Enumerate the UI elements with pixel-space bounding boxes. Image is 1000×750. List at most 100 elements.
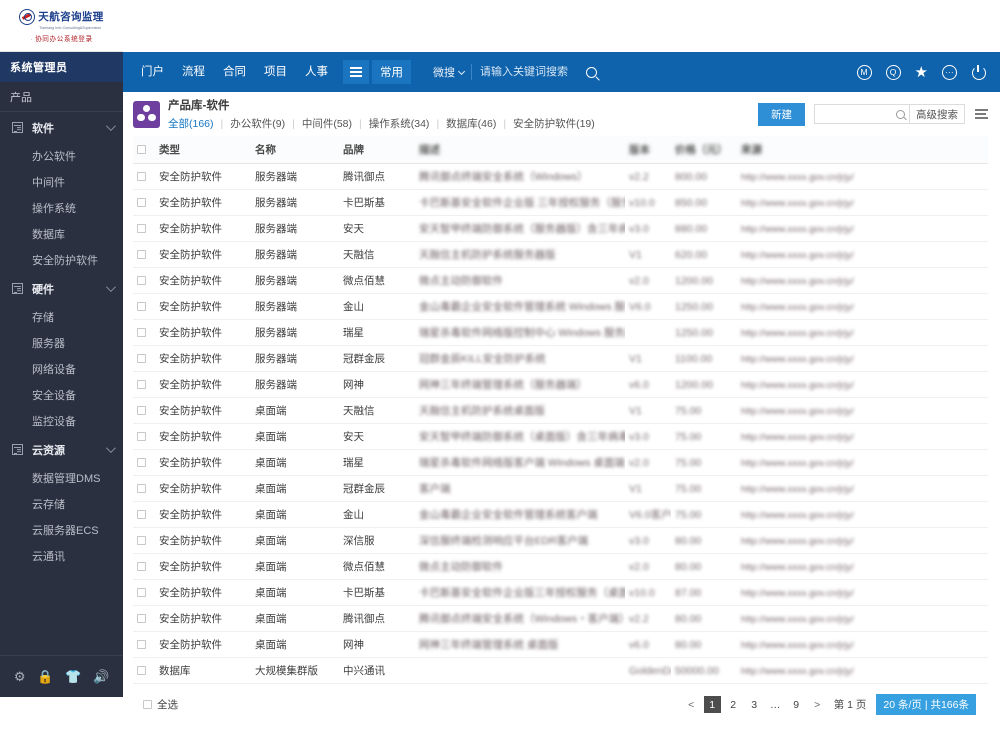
table-row[interactable]: 安全防护软件 桌面端 微点佰慧 微点主动防御软件 v2.0 80.00 http://www…	[133, 553, 988, 580]
sidebar-item-security-device[interactable]: 安全设备	[32, 390, 76, 402]
table-row[interactable]: 安全防护软件 桌面端 网神 网神三年终端管理系统 桌面版 v6.0 80.00 http:/…	[133, 631, 988, 658]
cell-source[interactable]: http://www.xxxx.gov.cn/jrjy/	[737, 189, 988, 216]
select-all-control[interactable]: 全选	[143, 697, 178, 712]
table-row[interactable]: 安全防护软件 桌面端 冠群金辰 客户端 V1 75.00 http://www.xxxx.g…	[133, 475, 988, 502]
checkbox-icon[interactable]	[137, 406, 146, 416]
checkbox-icon[interactable]	[137, 536, 146, 546]
row-checkbox-cell[interactable]	[133, 501, 155, 528]
nav-item-portal[interactable]: 门户	[141, 66, 164, 78]
table-row[interactable]: 安全防护软件 桌面端 腾讯御点 腾讯御点终端安全系统（Windows・客户端） v2.2…	[133, 605, 988, 632]
sidebar-item-middleware[interactable]: 中间件	[32, 177, 65, 189]
more-icon[interactable]: ···	[942, 64, 957, 80]
cell-source[interactable]: http://www.xxxx.gov.cn/jrjy/	[737, 527, 988, 554]
cell-source[interactable]: http://www.xxxx.gov.cn/jrjy/	[737, 267, 988, 294]
tab-security-software[interactable]: 安全防护软件(19)	[513, 116, 595, 131]
pagination-page-3[interactable]: 3	[751, 698, 758, 711]
header-select-all[interactable]	[133, 136, 155, 164]
row-checkbox-cell[interactable]	[133, 189, 155, 216]
gear-icon[interactable]: ⚙	[13, 669, 26, 684]
favorites-button[interactable]: 常用	[372, 60, 411, 84]
table-row[interactable]: 安全防护软件 桌面端 深信服 深信服终端检测响应平台EDR客户端 v3.0 80.00 ht…	[133, 527, 988, 554]
table-row[interactable]: 安全防护软件 服务器端 瑞星 瑞星杀毒软件网络版控制中心 Windows 服务器端 12…	[133, 319, 988, 346]
pagination-page-9[interactable]: 9	[793, 698, 800, 711]
checkbox-icon[interactable]	[137, 302, 146, 312]
lock-icon[interactable]: 🔒	[37, 669, 54, 684]
row-checkbox-cell[interactable]	[133, 215, 155, 242]
hamburger-icon[interactable]	[343, 60, 369, 84]
cell-source[interactable]: http://www.xxxx.gov.cn/jrjy/	[737, 631, 988, 658]
table-row[interactable]: 安全防护软件 服务器端 冠群金辰 冠群金辰KILL安全防护系统 V1 1100.00 htt…	[133, 345, 988, 372]
pagination-page-1[interactable]: 1	[703, 696, 721, 713]
sidebar-item-cloud-storage[interactable]: 云存储	[32, 499, 65, 511]
sidebar-item-monitor-device[interactable]: 监控设备	[32, 416, 76, 428]
checkbox-icon[interactable]	[137, 328, 146, 338]
row-checkbox-cell[interactable]	[133, 605, 155, 632]
star-icon[interactable]: ★	[914, 63, 928, 81]
row-checkbox-cell[interactable]	[133, 657, 155, 684]
cell-source[interactable]: http://www.xxxx.gov.cn/jrjy/	[737, 423, 988, 450]
table-row[interactable]: 安全防护软件 桌面端 天融信 天融信主机防护系统桌面版 V1 75.00 http://ww…	[133, 397, 988, 424]
nav-item-project[interactable]: 项目	[264, 66, 287, 78]
sidebar-item-server[interactable]: 服务器	[32, 338, 65, 350]
tab-all[interactable]: 全部(166)	[168, 116, 214, 131]
sidebar-item-security-software[interactable]: 安全防护软件	[32, 255, 98, 267]
sidebar-group-cloud[interactable]: 云资源	[0, 434, 123, 465]
search-mode-dropdown[interactable]: 微搜	[433, 64, 472, 80]
row-checkbox-cell[interactable]	[133, 631, 155, 658]
checkbox-icon[interactable]	[137, 484, 146, 494]
checkbox-icon[interactable]	[137, 224, 146, 234]
checkbox-icon[interactable]	[137, 198, 146, 208]
cell-source[interactable]: http://www.xxxx.gov.cn/jrjy/	[737, 605, 988, 632]
cell-source[interactable]: http://www.xxxx.gov.cn/jrjy/	[737, 293, 988, 320]
cell-source[interactable]: http://www.xxxx.gov.cn/jrjy/	[737, 579, 988, 606]
row-checkbox-cell[interactable]	[133, 475, 155, 502]
sidebar-item-storage[interactable]: 存储	[32, 312, 54, 324]
checkbox-icon[interactable]	[143, 700, 152, 709]
row-checkbox-cell[interactable]	[133, 371, 155, 398]
sidebar-item-dms[interactable]: 数据管理DMS	[32, 473, 101, 485]
checkbox-icon[interactable]	[137, 250, 146, 260]
table-row[interactable]: 安全防护软件 服务器端 腾讯御点 腾讯御点终端安全系统（Windows） v2.2 800…	[133, 163, 988, 190]
checkbox-icon[interactable]	[137, 458, 146, 468]
row-checkbox-cell[interactable]	[133, 241, 155, 268]
row-checkbox-cell[interactable]	[133, 163, 155, 190]
nav-item-contract[interactable]: 合同	[223, 66, 246, 78]
tab-database[interactable]: 数据库(46)	[446, 116, 496, 131]
header-source[interactable]: 来源	[737, 136, 988, 164]
checkbox-icon[interactable]	[137, 380, 146, 390]
brand-logo[interactable]: 天航咨询监理 Tianhang Info Consulting&Supervis…	[0, 0, 123, 52]
table-row[interactable]: 安全防护软件 服务器端 天融信 天融信主机防护系统服务器版 V1 620.00 http:/…	[133, 241, 988, 268]
cell-source[interactable]: http://www.xxxx.gov.cn/jrjy/	[737, 163, 988, 190]
cell-source[interactable]: http://www.xxxx.gov.cn/jrjy/	[737, 215, 988, 242]
row-checkbox-cell[interactable]	[133, 423, 155, 450]
list-view-icon[interactable]	[975, 109, 988, 119]
cell-source[interactable]: http://www.xxxx.gov.cn/jrjy/	[737, 449, 988, 476]
row-checkbox-cell[interactable]	[133, 293, 155, 320]
row-checkbox-cell[interactable]	[133, 553, 155, 580]
sidebar-item-database[interactable]: 数据库	[32, 229, 65, 241]
cell-source[interactable]: http://www.xxxx.gov.cn/jrjy/	[737, 553, 988, 580]
goto-value[interactable]: 1	[847, 699, 853, 711]
row-checkbox-cell[interactable]	[133, 449, 155, 476]
cell-source[interactable]: http://www.xxxx.gov.cn/jrjy/	[737, 319, 988, 346]
cell-source[interactable]: http://www.xxxx.gov.cn/jrjy/	[737, 475, 988, 502]
sidebar-group-hardware[interactable]: 硬件	[0, 273, 123, 304]
sidebar-item-ecs[interactable]: 云服务器ECS	[32, 525, 99, 537]
checkbox-icon[interactable]	[137, 614, 146, 624]
shirt-icon[interactable]: 👕	[65, 669, 82, 684]
tab-os[interactable]: 操作系统(34)	[369, 116, 430, 131]
row-checkbox-cell[interactable]	[133, 527, 155, 554]
checkbox-icon[interactable]	[137, 510, 146, 520]
new-button[interactable]: 新建	[758, 102, 805, 126]
pagination-next[interactable]: >	[814, 698, 821, 711]
checkbox-icon[interactable]	[137, 432, 146, 442]
checkbox-icon[interactable]	[137, 276, 146, 286]
checkbox-icon[interactable]	[137, 666, 146, 676]
header-type[interactable]: 类型	[155, 136, 251, 164]
speaker-icon[interactable]: 🔊	[92, 669, 110, 684]
